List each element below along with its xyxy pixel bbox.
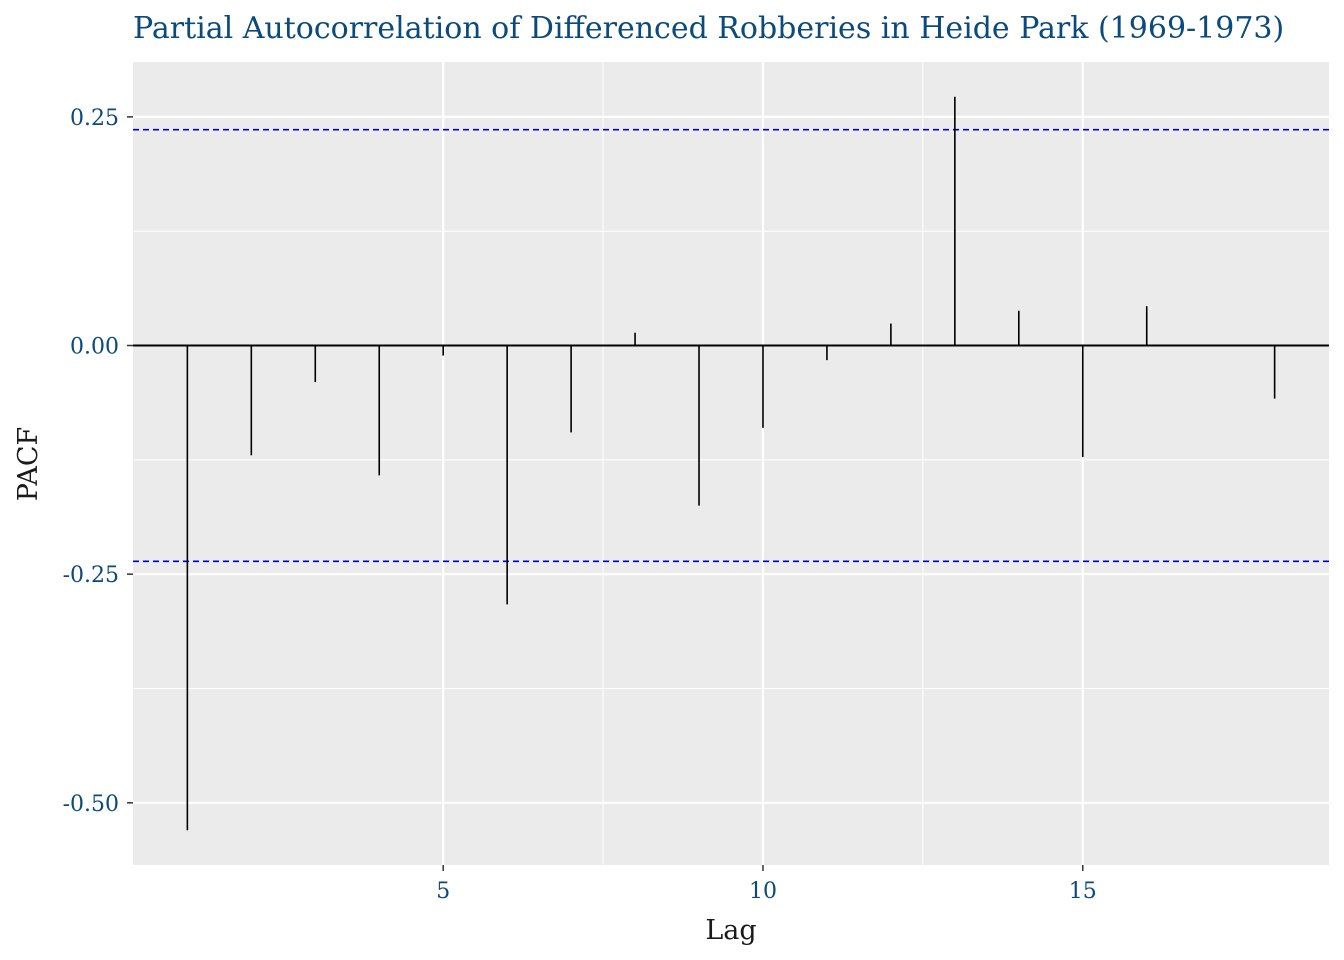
x-axis-ticks: 5 10 15 — [436, 865, 1097, 904]
y-axis-title: PACF — [13, 427, 44, 502]
y-tick-label-2: 0.00 — [70, 335, 119, 360]
grid-major-lines — [133, 62, 1329, 865]
y-tick-label-1: -0.25 — [63, 563, 119, 588]
x-tick-label-0: 5 — [436, 879, 450, 904]
x-axis-title: Lag — [705, 915, 756, 946]
plot-panel — [133, 62, 1329, 865]
grid-minor-lines — [133, 62, 1329, 865]
y-tick-label-3: 0.25 — [70, 106, 119, 131]
x-tick-label-2: 15 — [1069, 879, 1097, 904]
x-tick-label-1: 10 — [749, 879, 777, 904]
y-tick-label-0: -0.50 — [63, 792, 119, 817]
chart-title: Partial Autocorrelation of Differenced R… — [133, 11, 1284, 46]
y-axis-ticks: -0.50 -0.25 0.00 0.25 — [63, 106, 133, 817]
pacf-bars — [133, 96, 1329, 831]
